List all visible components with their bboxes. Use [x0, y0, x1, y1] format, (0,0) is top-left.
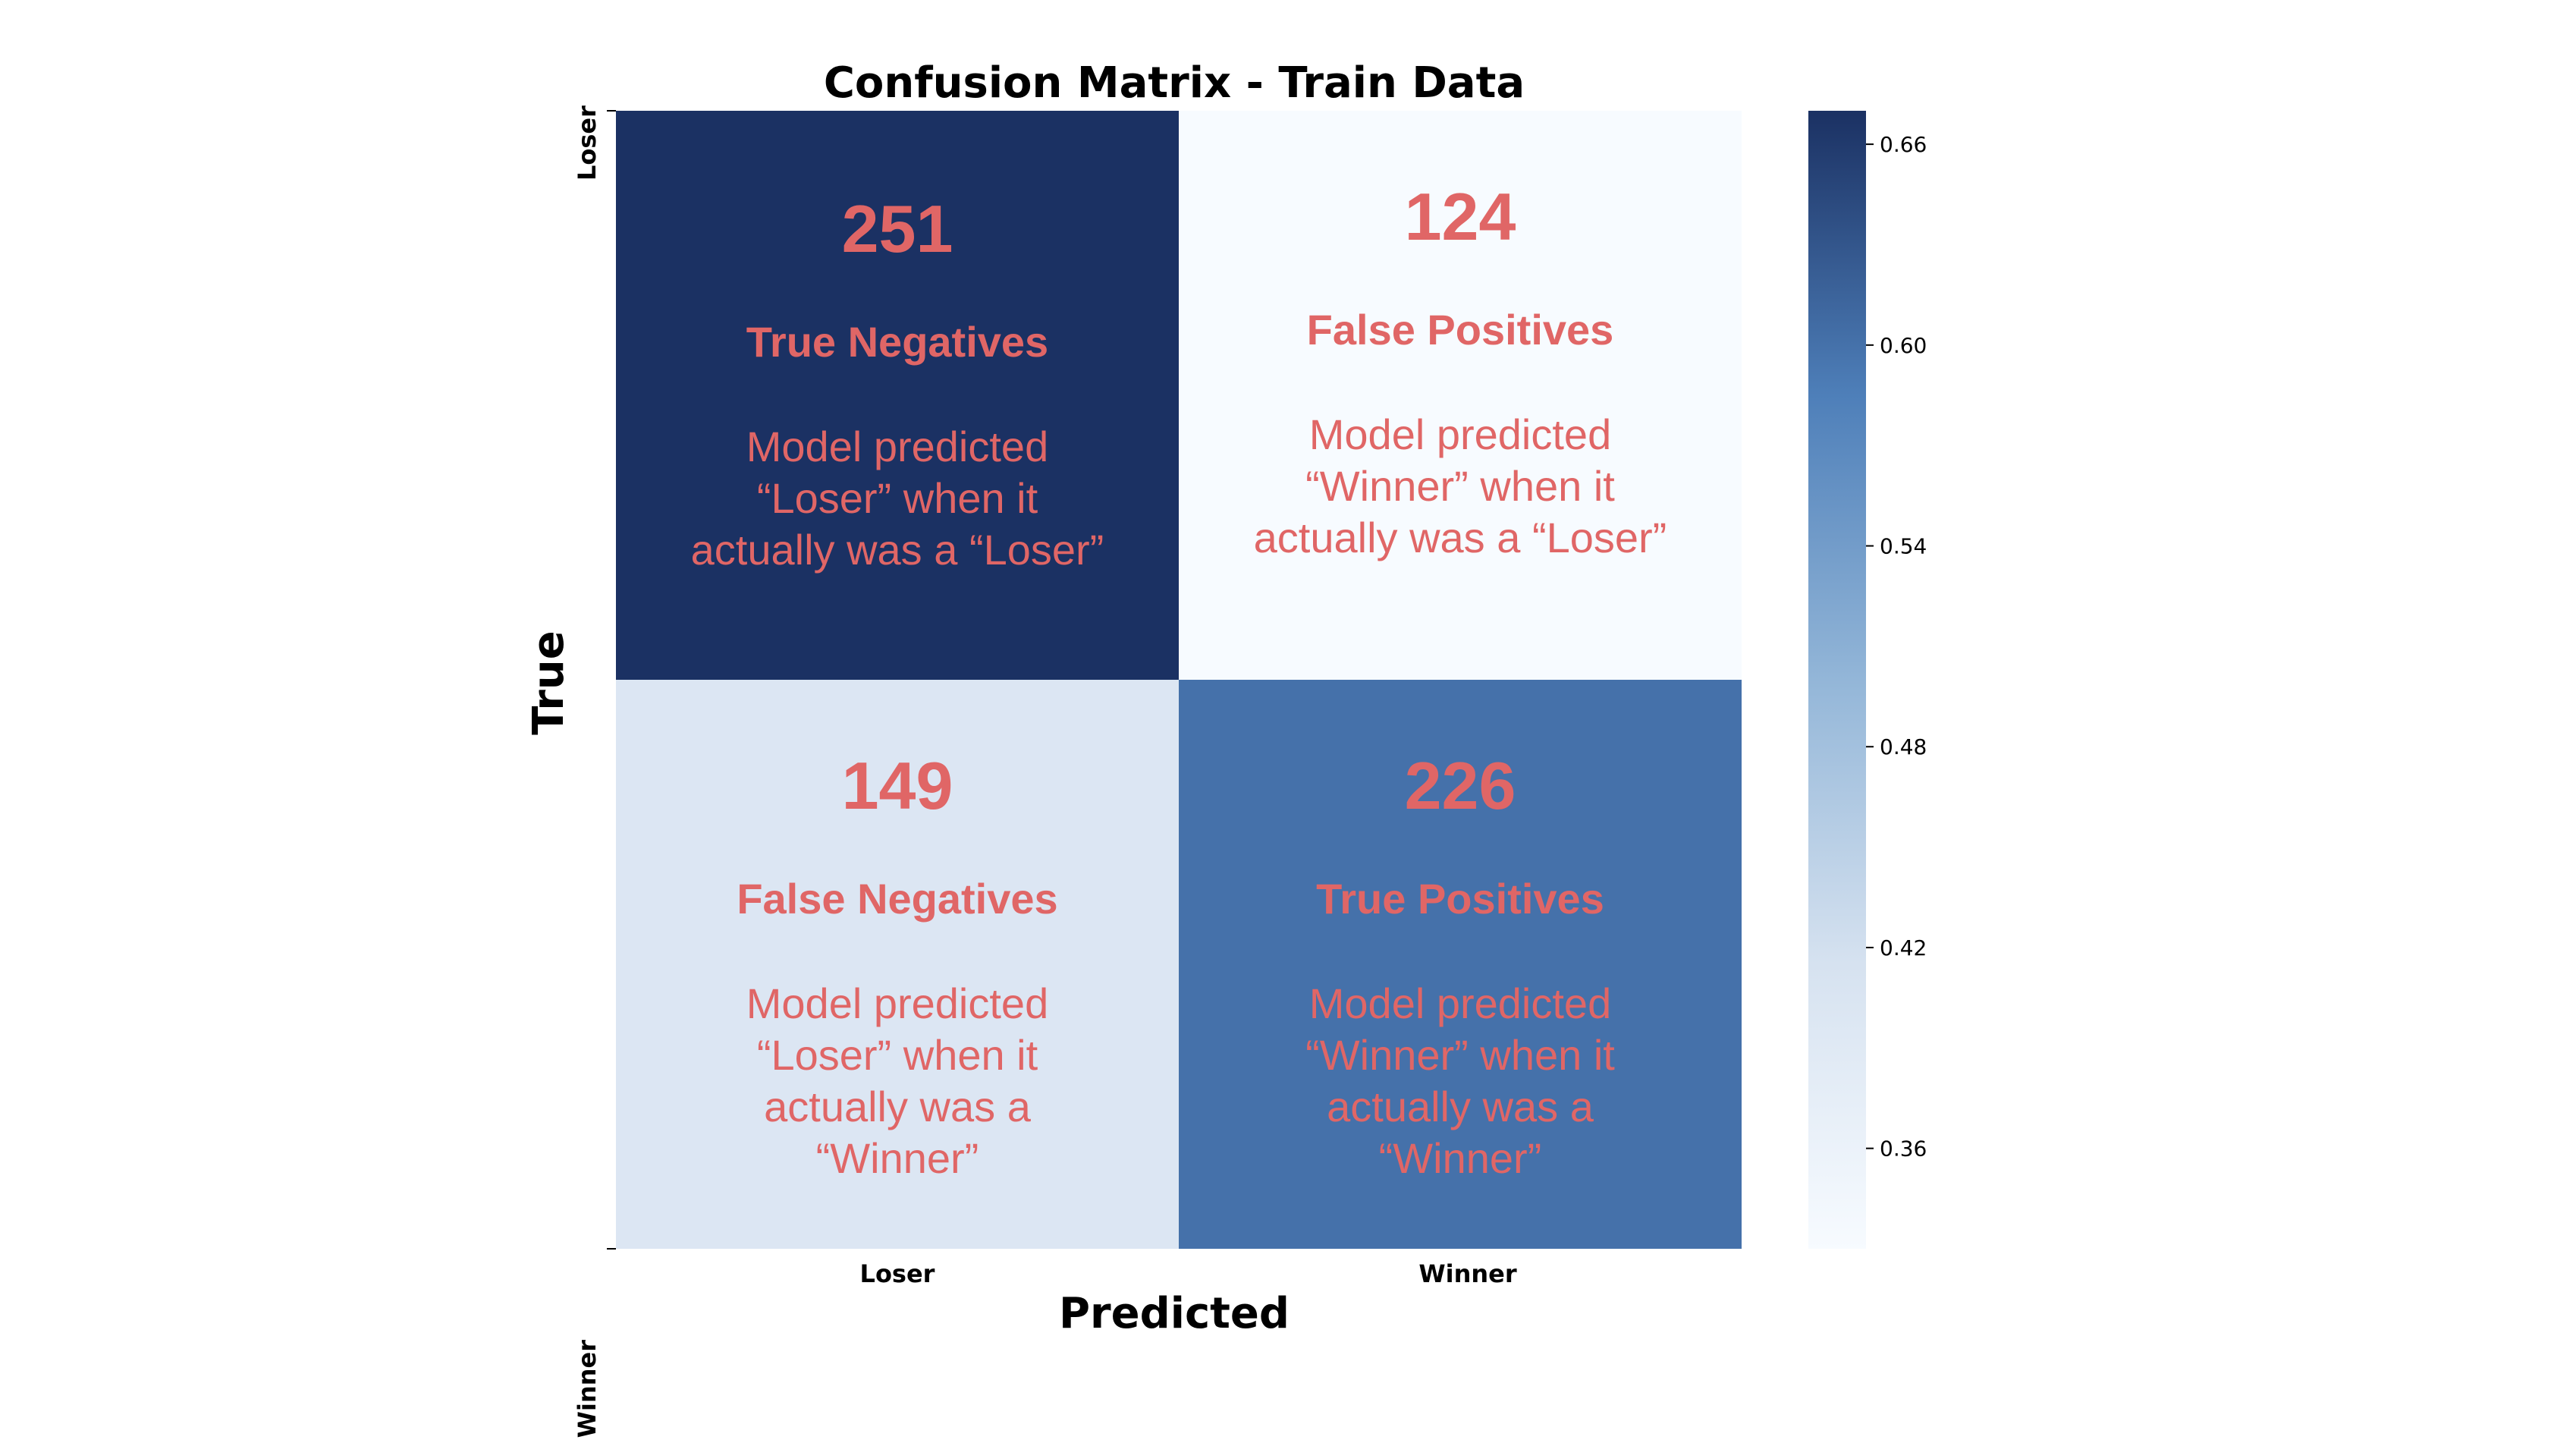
cell-description-line: Model predicted — [1309, 979, 1611, 1027]
colorbar-tick-label: 0.42 — [1880, 935, 1927, 960]
cell-count: 251 — [842, 191, 953, 266]
y-axis-label: True — [524, 630, 573, 735]
cell-description-line: actually was a “Loser” — [1254, 514, 1667, 561]
cell-description-line: “Winner” — [1379, 1134, 1542, 1182]
colorbar-tick-label: 0.54 — [1880, 534, 1927, 559]
heatmap-cell-loser-loser — [616, 111, 1179, 680]
cell-count: 124 — [1405, 179, 1516, 254]
cell-description-line: Model predicted — [1309, 410, 1611, 458]
cell-description-line: actually was a — [1327, 1083, 1594, 1130]
cell-name: False Positives — [1307, 306, 1614, 354]
cell-description-line: Model predicted — [746, 423, 1048, 470]
cell-description-line: “Winner” when it — [1305, 1031, 1615, 1079]
heatmap-cell-winner-winner — [1179, 680, 1742, 1249]
cell-description-line: “Winner” when it — [1305, 462, 1615, 510]
cell-description-line: Model predicted — [746, 979, 1048, 1027]
x-tick-label: Winner — [1418, 1259, 1517, 1288]
heatmap-cells — [616, 111, 1742, 1249]
colorbar-gradient — [1808, 111, 1866, 1249]
cell-count: 149 — [842, 748, 953, 823]
cell-description-line: actually was a “Loser” — [691, 526, 1104, 574]
chart-title: Confusion Matrix - Train Data — [824, 58, 1525, 108]
heatmap-cell-winner-loser — [616, 680, 1179, 1249]
colorbar-tick-label: 0.60 — [1880, 333, 1927, 358]
cell-name: False Negatives — [737, 875, 1057, 923]
cell-description-line: actually was a — [764, 1083, 1032, 1130]
colorbar: 0.36 0.42 0.48 0.54 0.60 0.66 — [1808, 111, 1927, 1249]
x-axis-label: Predicted — [1059, 1289, 1290, 1338]
heatmap-cell-loser-winner — [1179, 111, 1742, 680]
colorbar-tick-label: 0.36 — [1880, 1136, 1927, 1162]
cell-description-line: “Loser” when it — [757, 1031, 1038, 1079]
x-tick-label: Loser — [860, 1259, 935, 1288]
colorbar-tick-label: 0.48 — [1880, 734, 1927, 759]
y-tick-label: Winner — [573, 1340, 602, 1438]
cell-description-line: “Winner” — [816, 1134, 979, 1182]
cell-count: 226 — [1405, 748, 1516, 823]
axis-ticks: Loser Winner Loser Winner — [573, 105, 1517, 1438]
y-tick-label: Loser — [573, 105, 602, 181]
cell-description-line: “Loser” when it — [757, 474, 1038, 522]
cell-name: True Negatives — [746, 318, 1048, 366]
colorbar-tick-label: 0.66 — [1880, 132, 1927, 157]
cell-name: True Positives — [1316, 875, 1604, 923]
